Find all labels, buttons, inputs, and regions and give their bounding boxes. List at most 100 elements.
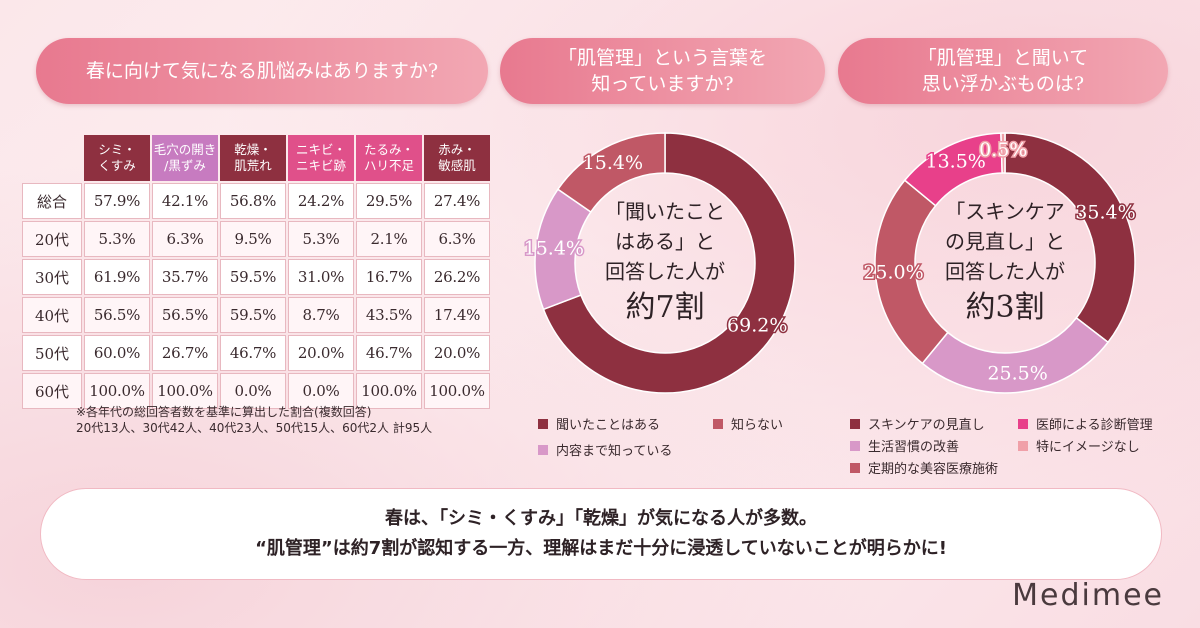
table-cell: 60.0% bbox=[84, 335, 150, 371]
donut-center-text: の見直し」と bbox=[945, 230, 1065, 254]
table-row: 50代 60.0% 26.7% 46.7% 20.0% 46.7% 20.0% bbox=[22, 335, 490, 371]
summary-line2: “肌管理”は約7割が認知する一方、理解はまだ十分に浸透していないことが明らかに! bbox=[255, 538, 947, 559]
brand-logo: Medimee bbox=[1012, 578, 1164, 613]
slice-label: 13.5% bbox=[926, 150, 986, 172]
table-cell: 9.5% bbox=[220, 221, 286, 257]
question-3-banner: 「肌管理」と聞いて 思い浮かぶものは? bbox=[838, 38, 1168, 104]
column-header: シミ・ くすみ bbox=[84, 135, 150, 181]
legend-swatch bbox=[850, 418, 860, 429]
slice-label: 15.4% bbox=[524, 238, 584, 260]
legend-item: 特にイメージなし bbox=[1018, 436, 1140, 455]
legend-item: 定期的な美容医療施術 bbox=[850, 458, 998, 477]
slice-label: 25.5% bbox=[987, 362, 1047, 384]
row-header: 30代 bbox=[22, 259, 82, 295]
slice-label: 15.4% bbox=[583, 152, 643, 174]
table-cell: 27.4% bbox=[424, 183, 490, 219]
donut-slice bbox=[542, 132, 796, 394]
table-cell: 16.7% bbox=[356, 259, 422, 295]
legend-label: 聞いたことはある bbox=[556, 418, 661, 433]
legend-label: 定期的な美容医療施術 bbox=[868, 462, 999, 477]
table-corner bbox=[22, 135, 82, 181]
slice-label: 69.2% bbox=[727, 315, 787, 337]
table-cell: 56.8% bbox=[220, 183, 286, 219]
row-header: 20代 bbox=[22, 221, 82, 257]
legend-label: 生活習慣の改善 bbox=[868, 440, 960, 455]
table-cell: 20.0% bbox=[424, 335, 490, 371]
legend-swatch bbox=[850, 440, 860, 451]
slice-label: 35.4% bbox=[1075, 202, 1135, 224]
table-cell: 17.4% bbox=[424, 297, 490, 333]
table-row: 20代 5.3% 6.3% 9.5% 5.3% 2.1% 6.3% bbox=[22, 221, 490, 257]
question-2-line1: 「肌管理」という言葉を bbox=[557, 47, 767, 69]
table-cell: 100.0% bbox=[84, 373, 150, 409]
legend-label: 医師による診断管理 bbox=[1036, 418, 1153, 433]
table-cell: 5.3% bbox=[84, 221, 150, 257]
table-row: 60代 100.0% 100.0% 0.0% 0.0% 100.0% 100.0% bbox=[22, 373, 490, 409]
table-cell: 20.0% bbox=[288, 335, 354, 371]
legend-swatch bbox=[713, 418, 723, 429]
table-cell: 2.1% bbox=[356, 221, 422, 257]
question-1-text: 春に向けて気になる肌悩みはありますか? bbox=[85, 60, 439, 82]
table-cell: 0.0% bbox=[288, 373, 354, 409]
table-cell: 24.2% bbox=[288, 183, 354, 219]
table-cell: 35.7% bbox=[152, 259, 218, 295]
donut-center-text: 回答した人が bbox=[605, 260, 725, 284]
column-header: たるみ・ ハリ不足 bbox=[356, 135, 422, 181]
question-3-line2: 思い浮かぶものは? bbox=[921, 73, 1085, 95]
column-header: 乾燥・ 肌荒れ bbox=[220, 135, 286, 181]
legend-item: 知らない bbox=[713, 414, 783, 433]
awareness-legend: 聞いたことはある 知らない内容まで知っている bbox=[538, 414, 818, 464]
table-cell: 43.5% bbox=[356, 297, 422, 333]
table-cell: 46.7% bbox=[220, 335, 286, 371]
legend-swatch bbox=[538, 444, 548, 455]
legend-item: 内容まで知っている bbox=[538, 440, 672, 459]
legend-swatch bbox=[1018, 418, 1028, 429]
footnote-line1: ※各年代の総回答者数を基準に算出した割合(複数回答) bbox=[76, 405, 372, 419]
table-cell: 5.3% bbox=[288, 221, 354, 257]
table-cell: 0.0% bbox=[220, 373, 286, 409]
donut-center-text: 約3割 bbox=[965, 290, 1044, 325]
table-cell: 29.5% bbox=[356, 183, 422, 219]
question-1-banner: 春に向けて気になる肌悩みはありますか? bbox=[36, 38, 488, 104]
legend-label: 知らない bbox=[731, 418, 784, 433]
donut-center-text: 約7割 bbox=[625, 290, 704, 325]
legend-swatch bbox=[850, 462, 860, 473]
row-header: 50代 bbox=[22, 335, 82, 371]
legend-label: 内容まで知っている bbox=[556, 444, 673, 459]
donut-slice bbox=[1000, 132, 1006, 174]
legend-swatch bbox=[1018, 440, 1028, 451]
donut-center-text: 回答した人が bbox=[945, 260, 1065, 284]
legend-swatch bbox=[538, 418, 548, 429]
slice-label: 25.0% bbox=[863, 262, 923, 284]
question-3-line1: 「肌管理」と聞いて bbox=[917, 47, 1089, 69]
donut-center-text: 「スキンケア bbox=[945, 200, 1064, 224]
row-header: 総合 bbox=[22, 183, 82, 219]
legend-label: 特にイメージなし bbox=[1036, 440, 1140, 455]
table-cell: 26.2% bbox=[424, 259, 490, 295]
table-cell: 8.7% bbox=[288, 297, 354, 333]
legend-label: スキンケアの見直し bbox=[868, 418, 985, 433]
legend-item: 聞いたことはある bbox=[538, 414, 660, 433]
table-cell: 56.5% bbox=[84, 297, 150, 333]
table-cell: 6.3% bbox=[424, 221, 490, 257]
image-donut-chart: 35.4% 25.5% 25.0% 13.5%0.5% 「スキンケアの見直し」と回答した… bbox=[862, 132, 1137, 394]
table-cell: 100.0% bbox=[356, 373, 422, 409]
donut-slice bbox=[556, 132, 666, 213]
row-header: 60代 bbox=[22, 373, 82, 409]
slice-label: 0.5% bbox=[979, 139, 1027, 161]
table-cell: 57.9% bbox=[84, 183, 150, 219]
legend-item: 生活習慣の改善 bbox=[850, 436, 959, 455]
column-header: 毛穴の開き/黒ずみ bbox=[152, 135, 218, 181]
table-cell: 100.0% bbox=[152, 373, 218, 409]
table-cell: 100.0% bbox=[424, 373, 490, 409]
summary-line1: 春は、「シミ・くすみ」「乾燥」が気になる人が多数。 bbox=[385, 508, 817, 529]
table-cell: 56.5% bbox=[152, 297, 218, 333]
table-row: 総合 57.9% 42.1% 56.8% 24.2% 29.5% 27.4% bbox=[22, 183, 490, 219]
row-header: 40代 bbox=[22, 297, 82, 333]
summary-box: 春は、「シミ・くすみ」「乾燥」が気になる人が多数。 “肌管理”は約7割が認知する… bbox=[40, 488, 1162, 580]
skin-concern-table: シミ・ くすみ 毛穴の開き/黒ずみ 乾燥・ 肌荒れ ニキビ・ ニキビ跡 たるみ・ ハリ不足 赤み・… bbox=[20, 133, 492, 411]
donut-slice bbox=[1004, 132, 1136, 344]
legend-item: 医師による診断管理 bbox=[1018, 414, 1153, 433]
table-cell: 26.7% bbox=[152, 335, 218, 371]
